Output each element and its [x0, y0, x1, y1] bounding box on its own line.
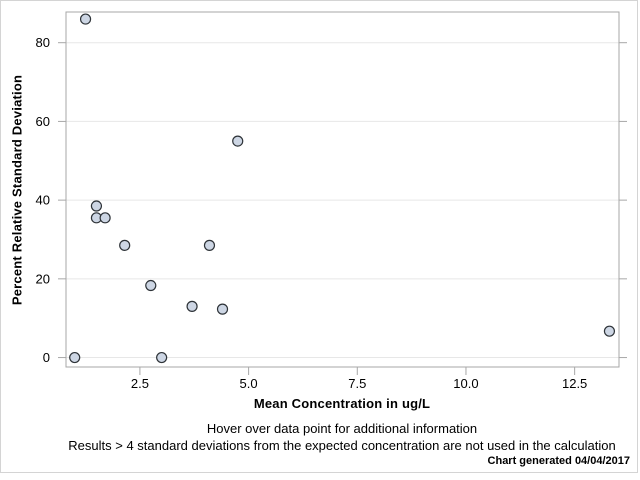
x-tick-label: 2.5	[131, 376, 149, 391]
data-point[interactable]	[232, 135, 244, 147]
data-point[interactable]	[119, 239, 131, 251]
y-tick-label: 20	[36, 271, 50, 286]
data-point[interactable]	[99, 212, 111, 224]
chart-generated-date: Chart generated 04/04/2017	[487, 455, 630, 467]
x-tick-label: 7.5	[348, 376, 366, 391]
y-axis-title: Percent Relative Standard Deviation	[9, 74, 25, 306]
y-tick-label: 80	[36, 35, 50, 50]
data-point[interactable]	[203, 239, 216, 251]
y-tick-label: 0	[43, 350, 50, 365]
x-tick-label: 10.0	[453, 376, 478, 391]
x-tick-label: 12.5	[562, 376, 587, 391]
plot-frame	[65, 11, 620, 368]
data-point[interactable]	[216, 303, 229, 315]
data-point[interactable]	[145, 279, 157, 292]
hover-hint-text: Hover over data point for additional inf…	[206, 421, 478, 436]
y-tick-label: 60	[36, 114, 50, 129]
data-point[interactable]	[186, 300, 198, 312]
data-point[interactable]	[603, 325, 616, 337]
data-point[interactable]	[90, 200, 103, 212]
y-tick-label: 40	[36, 193, 50, 208]
data-point[interactable]	[79, 13, 92, 25]
data-point[interactable]	[69, 351, 81, 364]
data-point[interactable]	[156, 351, 168, 364]
exclusion-note-text: Results > 4 standard deviations from the…	[68, 438, 616, 453]
x-tick-label: 5.0	[240, 376, 258, 391]
x-axis-title: Mean Concentration in ug/L	[253, 396, 431, 411]
